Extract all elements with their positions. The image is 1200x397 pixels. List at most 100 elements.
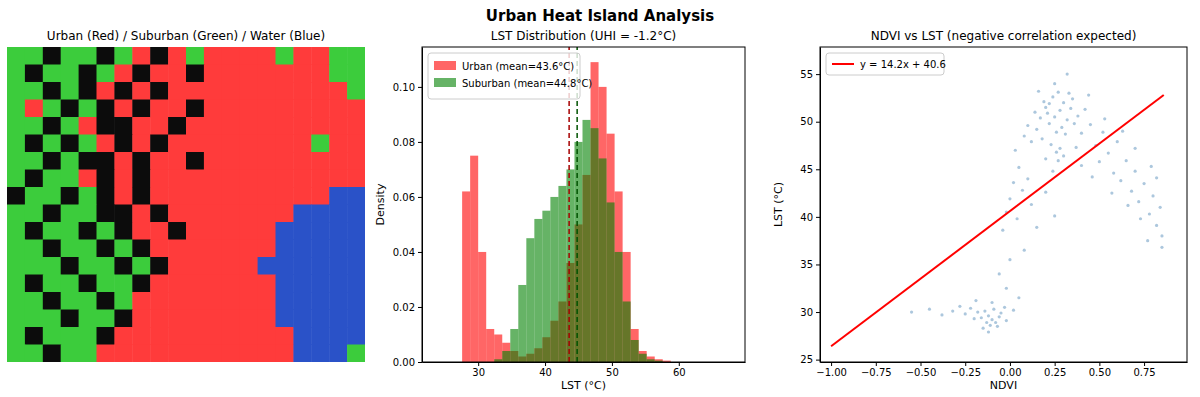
heatmap-cell	[186, 187, 204, 205]
scatter-point	[1155, 176, 1158, 179]
heatmap-cell	[7, 327, 25, 345]
tick: 45	[800, 164, 820, 175]
heatmap-cell	[329, 257, 347, 275]
scatter-point	[1051, 170, 1054, 173]
heatmap-cell	[186, 222, 204, 240]
heatmap-cell	[240, 100, 258, 118]
plot-frame	[820, 47, 1187, 362]
heatmap-cell	[347, 310, 365, 328]
heatmap-cell	[25, 187, 43, 205]
heatmap-cell	[43, 47, 61, 65]
histogram-bar	[607, 134, 615, 362]
histogram-bar	[494, 334, 502, 362]
heatmap-cell	[222, 222, 240, 240]
heatmap-cell	[222, 257, 240, 275]
heatmap-cell	[61, 65, 79, 83]
heatmap-cell	[222, 327, 240, 345]
tick-mark	[418, 252, 422, 253]
tick: 30	[472, 362, 485, 378]
axis-line	[423, 362, 746, 363]
histogram-bar	[647, 356, 655, 362]
heatmap-cell	[132, 100, 150, 118]
scatter-point	[1062, 101, 1065, 104]
heatmap-cell	[293, 345, 311, 363]
heatmap-cell	[186, 100, 204, 118]
x-axis: 30405060	[423, 362, 746, 378]
heatmap-cell	[204, 292, 222, 310]
heatmap-cell	[7, 100, 25, 118]
heatmap-cell	[114, 170, 132, 188]
heatmap-cell	[97, 205, 115, 223]
tick-mark	[418, 362, 422, 363]
tick: 0.08	[393, 137, 422, 148]
heatmap-cell	[204, 117, 222, 135]
scatter-point	[1023, 249, 1026, 252]
heatmap-cell	[7, 152, 25, 170]
heatmap-cell	[347, 47, 365, 65]
scatter-point	[1066, 73, 1069, 76]
heatmap-cell	[168, 152, 186, 170]
heatmap-cell	[114, 187, 132, 205]
heatmap-cell	[222, 65, 240, 83]
heatmap-cell	[168, 82, 186, 100]
heatmap-cell	[311, 240, 329, 258]
heatmap-cell	[222, 170, 240, 188]
histogram-bar	[566, 169, 574, 362]
histogram-bar	[639, 351, 647, 362]
heatmap-cell	[97, 187, 115, 205]
heatmap-cell	[114, 275, 132, 293]
heatmap-cell	[347, 65, 365, 83]
histogram-bar	[502, 351, 510, 362]
heatmap-cell	[222, 345, 240, 363]
heatmap-cell	[186, 275, 204, 293]
scatter-point	[985, 321, 988, 324]
heatmap-cell	[97, 345, 115, 363]
heatmap-cell	[240, 187, 258, 205]
tick-label: 60	[673, 367, 686, 378]
tick: 60	[673, 362, 686, 378]
heatmap-cell	[204, 152, 222, 170]
x-axis: −1.00−0.75−0.50−0.250.000.250.500.75	[816, 362, 1187, 378]
heatmap-cell	[240, 65, 258, 83]
scatter-point	[1021, 189, 1024, 192]
heatmap-cell	[293, 205, 311, 223]
heatmap-cell	[79, 222, 97, 240]
scatter-point	[1044, 157, 1047, 160]
y-axis: 0.000.020.040.060.080.10	[393, 48, 423, 368]
heatmap-cell	[347, 240, 365, 258]
heatmap-cell	[150, 65, 168, 83]
tick-mark	[816, 360, 820, 361]
heatmap-cell	[7, 345, 25, 363]
heatmap-cell	[329, 292, 347, 310]
heatmap-cell	[293, 310, 311, 328]
scatter-point	[1159, 206, 1162, 209]
heatmap-cell	[7, 187, 25, 205]
heatmap-cell	[240, 345, 258, 363]
scatter-point	[1055, 131, 1058, 134]
heatmap-cell	[258, 327, 276, 345]
scatter-point	[1046, 112, 1049, 115]
heatmap-cell	[240, 135, 258, 153]
heatmap-cell	[97, 310, 115, 328]
scatter-point	[1146, 239, 1149, 242]
heatmap-cell	[132, 257, 150, 275]
heatmap-cell	[186, 345, 204, 363]
legend: y = 14.2x + 40.6	[826, 53, 946, 75]
heatmap-cell	[150, 170, 168, 188]
heatmap-cell	[97, 82, 115, 100]
heatmap-cell	[97, 100, 115, 118]
scatter-point	[1055, 151, 1058, 154]
heatmap-cell	[43, 187, 61, 205]
panel-title: LST Distribution (UHI = -1.2°C)	[491, 29, 676, 43]
scatter-point	[1058, 109, 1061, 112]
heatmap-cell	[276, 275, 294, 293]
heatmap-cell	[258, 187, 276, 205]
scatter-point	[940, 313, 943, 316]
heatmap-cell	[222, 47, 240, 65]
scatter-point	[1160, 246, 1163, 249]
scatter-point	[1142, 182, 1145, 185]
heatmap-cell	[222, 135, 240, 153]
scatter-point	[1134, 147, 1137, 150]
heatmap-cell	[79, 205, 97, 223]
tick-label: 0.25	[1044, 367, 1066, 378]
